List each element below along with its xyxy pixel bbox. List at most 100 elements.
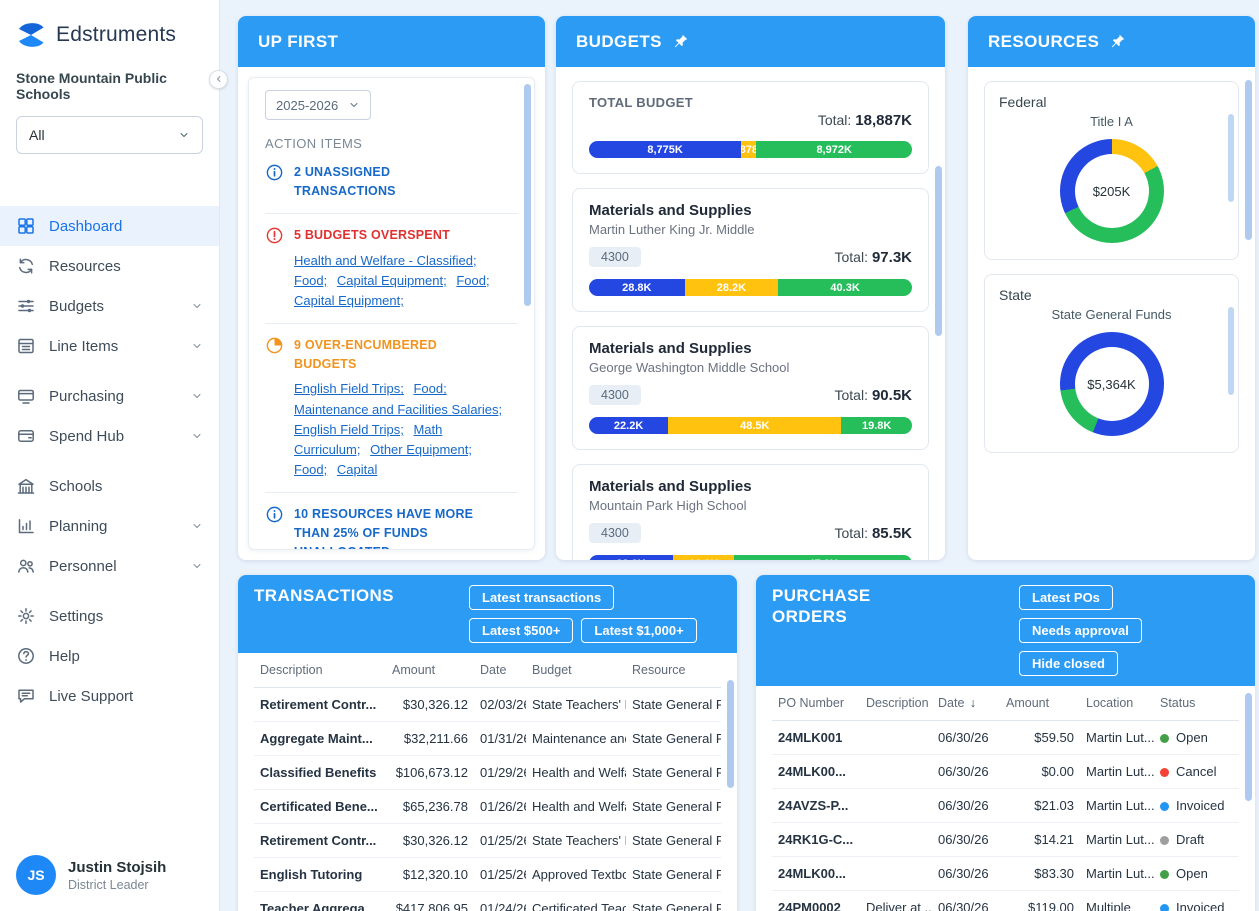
action-item-link[interactable]: Food;: [413, 381, 447, 397]
sidebar-item-label: Line Items: [49, 337, 119, 355]
budget-item-card[interactable]: Materials and Supplies Mountain Park High…: [572, 464, 929, 560]
sidebar-item-resources[interactable]: Resources: [0, 246, 219, 286]
column-header-description[interactable]: Description: [254, 653, 386, 688]
column-header-amount[interactable]: Amount: [1000, 686, 1080, 721]
column-header-status[interactable]: Status: [1154, 686, 1239, 721]
sidebar-item-spend-hub[interactable]: Spend Hub: [0, 416, 219, 456]
bar-segment-label: 40.3K: [830, 281, 860, 294]
action-item-link[interactable]: English Field Trips;: [294, 381, 404, 397]
scrollbar-thumb[interactable]: [727, 680, 734, 788]
purchase-orders-filters: Latest POs Needs approval Hide closed: [1019, 585, 1239, 676]
action-item-title[interactable]: 5 BUDGETS OVERSPENT: [294, 227, 450, 242]
purchase-order-row[interactable]: 24MLK001 06/30/26 $59.50 Martin Lut... Open: [772, 720, 1239, 755]
transaction-row[interactable]: Teacher Aggrega... $417,806.95 01/24/26 Cer…: [254, 891, 721, 911]
column-header-po-number[interactable]: PO Number: [772, 686, 860, 721]
purchase-order-row[interactable]: 24MLK00... 06/30/26 $83.30 Martin Lut... Ope…: [772, 856, 1239, 891]
action-item-title[interactable]: 2 UNASSIGNED TRANSACTIONS: [294, 165, 396, 198]
sidebar-item-settings[interactable]: Settings: [0, 596, 219, 636]
purchase-order-row[interactable]: 24PM0002 Deliver at ... 06/30/26 $119.00 Mul…: [772, 890, 1239, 911]
transaction-row[interactable]: Certificated Bene... $65,236.78 01/26/26 He…: [254, 789, 721, 824]
purchase-order-row[interactable]: 24RK1G-C... 06/30/26 $14.21 Martin Lut... Dr…: [772, 822, 1239, 857]
transaction-description: Classified Benefits: [254, 755, 386, 790]
column-header-budget[interactable]: Budget: [526, 653, 626, 688]
year-selector[interactable]: 2025-2026: [265, 90, 371, 121]
transaction-row[interactable]: English Tutoring $12,320.10 01/25/26 Approv…: [254, 857, 721, 892]
scrollbar-thumb[interactable]: [935, 166, 942, 336]
budget-item-card[interactable]: Materials and Supplies Martin Luther King…: [572, 188, 929, 313]
budget-total-value: 90.5K: [871, 386, 912, 404]
action-item-link[interactable]: Health and Welfare - Classified;: [294, 252, 477, 268]
transaction-row[interactable]: Classified Benefits $106,673.12 01/29/26 He…: [254, 755, 721, 790]
po-location: Martin Lut...: [1080, 856, 1154, 891]
sidebar-item-schools[interactable]: Schools: [0, 466, 219, 506]
action-item-link[interactable]: Capital Equipment;: [336, 272, 447, 288]
action-item-title[interactable]: 10 RESOURCES HAVE MORE THAN 25% OF FUNDS…: [294, 507, 474, 549]
pin-icon[interactable]: [1109, 33, 1126, 50]
column-header-resource[interactable]: Resource: [626, 653, 721, 688]
filter-button-latest-transactions[interactable]: Latest transactions: [469, 585, 615, 610]
status-dot-cancel: [1160, 768, 1169, 778]
sidebar-item-planning[interactable]: Planning: [0, 506, 219, 546]
resource-category: State: [999, 287, 1032, 304]
po-number: 24MLK00...: [772, 856, 860, 891]
logo-text: Edstruments: [56, 23, 177, 46]
filter-button-latest-1-000[interactable]: Latest $1,000+: [581, 618, 697, 643]
scrollbar-thumb[interactable]: [1245, 80, 1252, 240]
resource-fund-name: Title I A: [1090, 114, 1133, 130]
action-item-link[interactable]: Other Equipment;: [370, 441, 472, 457]
action-item-link[interactable]: Capital Equipment;: [294, 292, 404, 308]
scrollbar-thumb[interactable]: [524, 84, 531, 307]
filter-button-latest-500[interactable]: Latest $500+: [469, 618, 574, 643]
po-amount: $83.30: [1000, 856, 1080, 891]
column-header-location[interactable]: Location: [1080, 686, 1154, 721]
scrollbar-thumb[interactable]: [1245, 693, 1252, 801]
transaction-row[interactable]: Retirement Contr... $30,326.12 02/03/26 Sta…: [254, 687, 721, 722]
purchase-order-row[interactable]: 24MLK00... 06/30/26 $0.00 Martin Lut... Canc…: [772, 754, 1239, 789]
resource-donut-chart[interactable]: $5,364K: [1059, 332, 1164, 437]
transaction-amount: $30,326.12: [386, 823, 474, 858]
transaction-row[interactable]: Aggregate Maint... $32,211.66 01/31/26 Main…: [254, 721, 721, 756]
resource-donut-chart[interactable]: $205K: [1059, 139, 1164, 244]
bar-segment-label: 28.8K: [622, 281, 652, 294]
action-item-link[interactable]: Math Curriculum;: [294, 421, 443, 457]
action-item-link[interactable]: Capital: [336, 461, 378, 477]
po-amount: $14.21: [1000, 822, 1080, 857]
sidebar-item-budgets[interactable]: Budgets: [0, 286, 219, 326]
total-budget-title: TOTAL BUDGET: [589, 95, 693, 111]
scrollbar-thumb[interactable]: [1228, 307, 1234, 396]
action-item-link[interactable]: Food;: [294, 461, 328, 477]
sidebar-item-line-items[interactable]: Line Items: [0, 326, 219, 366]
edstruments-logo[interactable]: Edstruments: [0, 0, 219, 60]
status-label: Invoiced: [1176, 798, 1225, 813]
column-header-date[interactable]: Date ↓: [932, 686, 1000, 721]
school-filter-select[interactable]: All: [16, 116, 203, 154]
action-item-link[interactable]: Food;: [456, 272, 490, 288]
bar-segment-label: 22.2K: [613, 419, 644, 432]
column-header-date[interactable]: Date: [474, 653, 526, 688]
sidebar-item-live-support[interactable]: Live Support: [0, 676, 219, 716]
action-item-link[interactable]: Food;: [294, 272, 328, 288]
pin-icon[interactable]: [672, 33, 689, 50]
transaction-row[interactable]: Retirement Contr... $30,326.12 01/25/26 Sta…: [254, 823, 721, 858]
sidebar-item-help[interactable]: Help: [0, 636, 219, 676]
action-item-link[interactable]: Maintenance and Facilities Salaries;: [294, 401, 503, 417]
scrollbar-thumb[interactable]: [1228, 114, 1234, 203]
action-item-title[interactable]: 9 OVER-ENCUMBERED BUDGETS: [294, 337, 437, 371]
resources-card: RESOURCES Federal Title I A $205K State Stat…: [968, 16, 1255, 560]
user-profile[interactable]: JS Justin Stojsih District Leader: [0, 839, 219, 911]
action-item: 2 UNASSIGNED TRANSACTIONS: [265, 163, 518, 214]
column-header-amount[interactable]: Amount: [386, 653, 474, 688]
purchase-order-row[interactable]: 24AVZS-P... 06/30/26 $21.03 Martin Lut... In…: [772, 788, 1239, 823]
filter-button-hide-closed[interactable]: Hide closed: [1019, 651, 1118, 676]
budget-item-card[interactable]: Materials and Supplies George Washington …: [572, 326, 929, 451]
action-item-link[interactable]: English Field Trips;: [294, 421, 404, 437]
budgets-body: TOTAL BUDGET Total: 18,887K 8,775K 878 8,97…: [556, 67, 945, 560]
sidebar-item-dashboard[interactable]: Dashboard: [0, 206, 219, 246]
sidebar-collapse-button[interactable]: [209, 70, 228, 89]
column-header-description[interactable]: Description: [860, 686, 932, 721]
bar-segment-label: 22.2K: [616, 558, 645, 560]
sidebar-item-personnel[interactable]: Personnel: [0, 546, 219, 586]
sidebar-item-purchasing[interactable]: Purchasing: [0, 376, 219, 416]
filter-button-needs-approval[interactable]: Needs approval: [1019, 618, 1142, 643]
filter-button-latest-pos[interactable]: Latest POs: [1019, 585, 1113, 610]
